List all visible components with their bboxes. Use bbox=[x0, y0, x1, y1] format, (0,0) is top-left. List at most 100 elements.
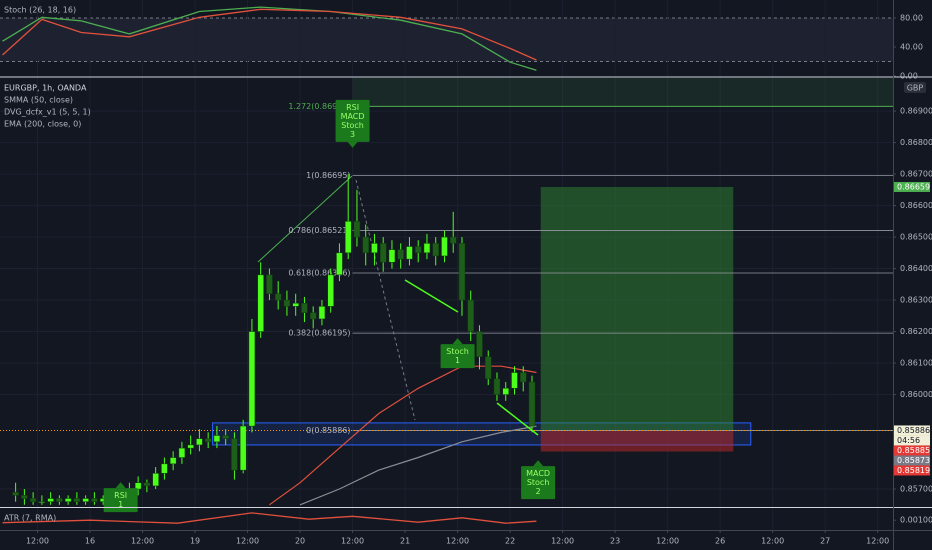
x-tick-label: 20 bbox=[295, 537, 305, 546]
price-tag bbox=[894, 455, 930, 466]
front-layer: 1(0.86695) 0.786(0.86521) 0.618(0.86386) 0.… bbox=[2, 6, 556, 524]
drawings bbox=[257, 175, 539, 436]
y-tick-label: 0.00100 bbox=[900, 516, 932, 525]
price-tag bbox=[894, 465, 930, 476]
candle-body bbox=[56, 498, 63, 502]
symbol-title: EURGBP, 1h, OANDA bbox=[4, 84, 87, 93]
price-tag bbox=[894, 445, 930, 456]
candle-body bbox=[423, 243, 431, 254]
fib-label: 0.618(0.86386) bbox=[288, 268, 350, 277]
candle-body bbox=[379, 243, 387, 263]
candle-body bbox=[528, 381, 536, 427]
axes: 80.00 40.00 0.00 Stoch (26, 18, 16) 12:00 16 1… bbox=[4, 6, 932, 546]
candle-body bbox=[353, 221, 361, 238]
x-tick-label: 12:00 bbox=[761, 537, 784, 546]
indicator-line bbox=[2, 6, 537, 71]
signal-text: 2 bbox=[536, 487, 541, 496]
signal-box bbox=[103, 488, 138, 513]
countdown-label: 04:56 bbox=[897, 436, 920, 445]
y-tick-label: 0.86200 bbox=[900, 327, 932, 336]
signal-text: RSI bbox=[346, 103, 359, 112]
candle-body bbox=[266, 274, 273, 295]
y-tick-label: 0.86800 bbox=[900, 138, 932, 147]
x-tick-label: 12:00 bbox=[131, 537, 154, 546]
candle-body bbox=[441, 236, 448, 257]
signal-pointer bbox=[115, 482, 126, 489]
candle-body bbox=[397, 249, 404, 260]
indicator-line bbox=[299, 425, 537, 506]
candle-body bbox=[458, 243, 466, 301]
candle-body bbox=[204, 438, 212, 443]
candle-body bbox=[274, 293, 282, 301]
x-tick-label: 12:00 bbox=[866, 537, 889, 546]
trend-line bbox=[257, 175, 353, 263]
signal-text: MACD bbox=[341, 112, 365, 121]
candle-body bbox=[511, 372, 518, 389]
x-tick-label: 12:00 bbox=[656, 537, 679, 546]
x-tick-label: 26 bbox=[715, 537, 725, 546]
y-tick-label: 0.00 bbox=[900, 72, 918, 81]
y-tick-label: 40.00 bbox=[900, 42, 923, 51]
currency-badge bbox=[904, 82, 926, 93]
y-tick-label: 80.00 bbox=[900, 13, 923, 22]
x-tick-label: 23 bbox=[610, 537, 620, 546]
fib-label: 0.382(0.86195) bbox=[288, 329, 350, 338]
candle-body bbox=[519, 372, 527, 383]
signal-text: Stoch bbox=[446, 347, 469, 356]
x-tick-label: 12:00 bbox=[26, 537, 49, 546]
y-tick-label: 0.86100 bbox=[900, 359, 932, 368]
y-tick-label: 0.86500 bbox=[900, 233, 932, 242]
currency-label: GBP bbox=[907, 84, 924, 93]
fib-label: 0(0.85886) bbox=[306, 426, 350, 435]
candle-body bbox=[432, 243, 439, 257]
x-tick-label: 21 bbox=[400, 537, 410, 546]
signal-pointer bbox=[347, 141, 358, 148]
y-tick-label: 0.86300 bbox=[900, 296, 932, 305]
y-tick-label: 0.86600 bbox=[900, 201, 932, 210]
candle-body bbox=[336, 252, 343, 276]
candle-body bbox=[231, 438, 238, 471]
signal-text: Stoch bbox=[341, 121, 364, 130]
indicator-legend: SMMA (50, close) bbox=[4, 96, 73, 105]
price-tag-label: 0.85819 bbox=[897, 466, 930, 475]
indicator-legend: DVG_dcfx_v1 (5, 5, 1) bbox=[4, 108, 91, 117]
price-tag-label: 0.86659 bbox=[897, 182, 930, 191]
candle-body bbox=[292, 302, 299, 307]
candle-body bbox=[309, 312, 317, 320]
candle-body bbox=[178, 447, 186, 458]
fib-label: 0.786(0.86521) bbox=[288, 226, 350, 235]
candle-body bbox=[73, 498, 81, 502]
candle-body bbox=[327, 274, 334, 307]
divergence-line bbox=[404, 279, 459, 313]
candle-body bbox=[301, 302, 308, 313]
candle-body bbox=[187, 444, 194, 449]
candle-body bbox=[239, 425, 247, 471]
x-tick-label: 12:00 bbox=[551, 537, 574, 546]
x-tick-label: 19 bbox=[190, 537, 200, 546]
trend-line bbox=[355, 179, 416, 421]
loss-zone bbox=[540, 430, 734, 452]
candle-body bbox=[161, 463, 168, 474]
candle-body bbox=[502, 388, 509, 395]
candle-body bbox=[82, 498, 89, 502]
signal-box bbox=[440, 344, 475, 369]
price-tag-label: 0.85873 bbox=[897, 456, 930, 465]
y-tick-label: 0.85700 bbox=[900, 485, 932, 494]
pane-title: Stoch (26, 18, 16) bbox=[4, 6, 76, 15]
signal-text: Stoch bbox=[527, 478, 550, 487]
candle-body bbox=[143, 482, 151, 487]
candle-body bbox=[134, 482, 142, 490]
candle-body bbox=[222, 435, 229, 439]
indicator-legend: EMA (200, close, 0) bbox=[4, 120, 81, 129]
candle-body bbox=[344, 221, 352, 254]
pane-title: ATR (7, RMA) bbox=[4, 514, 56, 523]
countdown-tag bbox=[894, 435, 930, 446]
divergence-line bbox=[496, 402, 539, 436]
candle-body bbox=[449, 236, 457, 244]
candle-body bbox=[484, 356, 492, 380]
x-tick-label: 22 bbox=[505, 537, 515, 546]
candle-body bbox=[388, 249, 396, 263]
candle-body bbox=[196, 438, 203, 446]
y-tick-label: 0.86900 bbox=[900, 107, 932, 116]
